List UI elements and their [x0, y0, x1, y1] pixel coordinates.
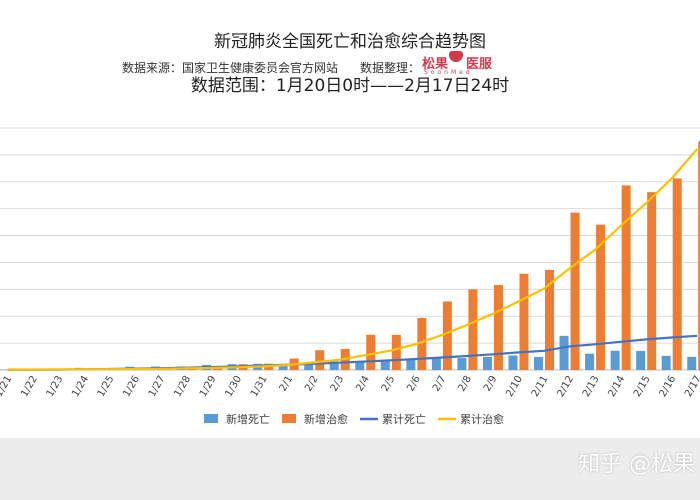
x-tick-label: 2/17 [683, 374, 700, 399]
bar-new-deaths-21 [534, 356, 544, 370]
bar-new-deaths-18 [457, 358, 467, 370]
x-tick-label: 1/23 [45, 374, 66, 399]
x-tick-labels: 1/21 1/22 1/23 1/24 1/25 1/26 1/27 1/28 1/29 1/30… [0, 374, 700, 399]
x-tick-label: 2/2 [303, 374, 321, 393]
bar-new-recoveries-15 [391, 334, 401, 370]
x-tick-label: 2/3 [329, 374, 347, 393]
x-tick-label: 2/10 [504, 374, 525, 399]
x-tick-label: 1/26 [121, 374, 142, 399]
bar-new-deaths-14 [355, 361, 365, 370]
x-tick-label: 2/1 [278, 374, 296, 393]
x-tick-label: 1/30 [223, 374, 244, 399]
bar-new-deaths-13 [329, 361, 339, 370]
x-tick-label: 1/29 [198, 374, 219, 399]
x-tick-label: 2/12 [555, 374, 576, 399]
x-tick-label: 2/16 [658, 374, 679, 399]
bar-new-recoveries-26 [672, 178, 682, 370]
data-source: 数据来源：国家卫生健康委员会官方网站 [122, 61, 339, 75]
bar-new-recoveries-25 [647, 192, 657, 370]
bar-new-deaths-25 [636, 350, 646, 370]
bar-new-deaths-15 [380, 360, 390, 370]
legend: 新增死亡 新增治愈 累计死亡 累计治愈 [204, 412, 504, 426]
x-tick-label: 2/6 [405, 374, 423, 393]
series-lines [7, 148, 699, 371]
bar-new-recoveries-27 [698, 141, 700, 370]
bar-new-deaths-19 [482, 356, 492, 370]
bar-new-deaths-16 [406, 360, 416, 370]
bar-new-recoveries-16 [417, 317, 427, 370]
bar-new-recoveries-19 [493, 285, 503, 370]
x-tick-label: 1/22 [19, 374, 40, 399]
bar-new-recoveries-22 [570, 212, 580, 370]
x-tick-label: 2/5 [380, 374, 398, 393]
watermark: 知乎 @松果 [578, 452, 695, 477]
bar-new-deaths-12 [304, 362, 314, 370]
x-tick-label: 2/13 [581, 374, 602, 399]
bar-new-recoveries-18 [468, 289, 478, 370]
x-tick-label: 2/7 [431, 374, 449, 393]
soonmed-logo: 松果 医服 SoonMed [422, 51, 492, 77]
bar-new-recoveries-23 [596, 224, 606, 370]
chart-title: 新冠肺炎全国死亡和治愈综合趋势图 [214, 32, 486, 52]
x-tick-label: 1/28 [172, 374, 193, 399]
legend-label: 新增治愈 [304, 412, 348, 426]
bar-new-deaths-20 [508, 355, 518, 370]
bar-new-recoveries-24 [621, 185, 631, 370]
bar-new-recoveries-12 [315, 350, 325, 370]
bars [0, 141, 700, 370]
data-organizer: 数据整理： [360, 61, 421, 75]
legend-swatch [204, 414, 218, 423]
x-tick-label: 1/21 [0, 374, 14, 399]
x-tick-label: 2/14 [606, 374, 627, 399]
legend-swatch [282, 414, 296, 423]
bar-new-deaths-23 [585, 353, 595, 370]
logo-text-left: 松果 [422, 57, 449, 72]
chart: 1/21 1/22 1/23 1/24 1/25 1/26 1/27 1/28 1/29 1/30… [0, 127, 700, 426]
bar-new-deaths-11 [278, 363, 288, 370]
x-tick-label: 1/27 [147, 374, 168, 399]
line-cumulative-recoveries [7, 148, 699, 371]
x-tick-label: 2/8 [456, 374, 474, 393]
legend-label: 累计治愈 [460, 412, 504, 426]
footer [0, 438, 700, 500]
bar-new-deaths-26 [661, 355, 671, 370]
bar-new-deaths-22 [559, 335, 569, 370]
legend-label: 累计死亡 [382, 412, 426, 426]
bar-new-recoveries-17 [442, 301, 452, 370]
bar-new-deaths-27 [687, 356, 697, 370]
bar-new-recoveries-14 [366, 334, 376, 370]
bar-new-recoveries-21 [545, 269, 555, 370]
logo-english: SoonMed [424, 69, 473, 76]
x-tick-label: 2/4 [354, 374, 372, 393]
x-tick-label: 2/11 [530, 374, 551, 399]
chart-subtitle: 数据范围：1月20日0时——2月17日24时 [190, 76, 510, 96]
x-tick-label: 1/25 [96, 374, 117, 399]
x-tick-label: 1/24 [70, 374, 91, 399]
pot-icon [449, 51, 463, 62]
bar-new-deaths-24 [610, 350, 620, 370]
logo-text-right: 医服 [466, 57, 493, 72]
legend-label: 新增死亡 [226, 412, 270, 426]
bar-new-deaths-17 [431, 358, 441, 370]
x-tick-label: 2/15 [632, 374, 653, 399]
bar-new-recoveries-20 [519, 273, 529, 370]
x-tick-label: 2/9 [482, 374, 500, 393]
x-tick-label: 1/31 [249, 374, 270, 399]
